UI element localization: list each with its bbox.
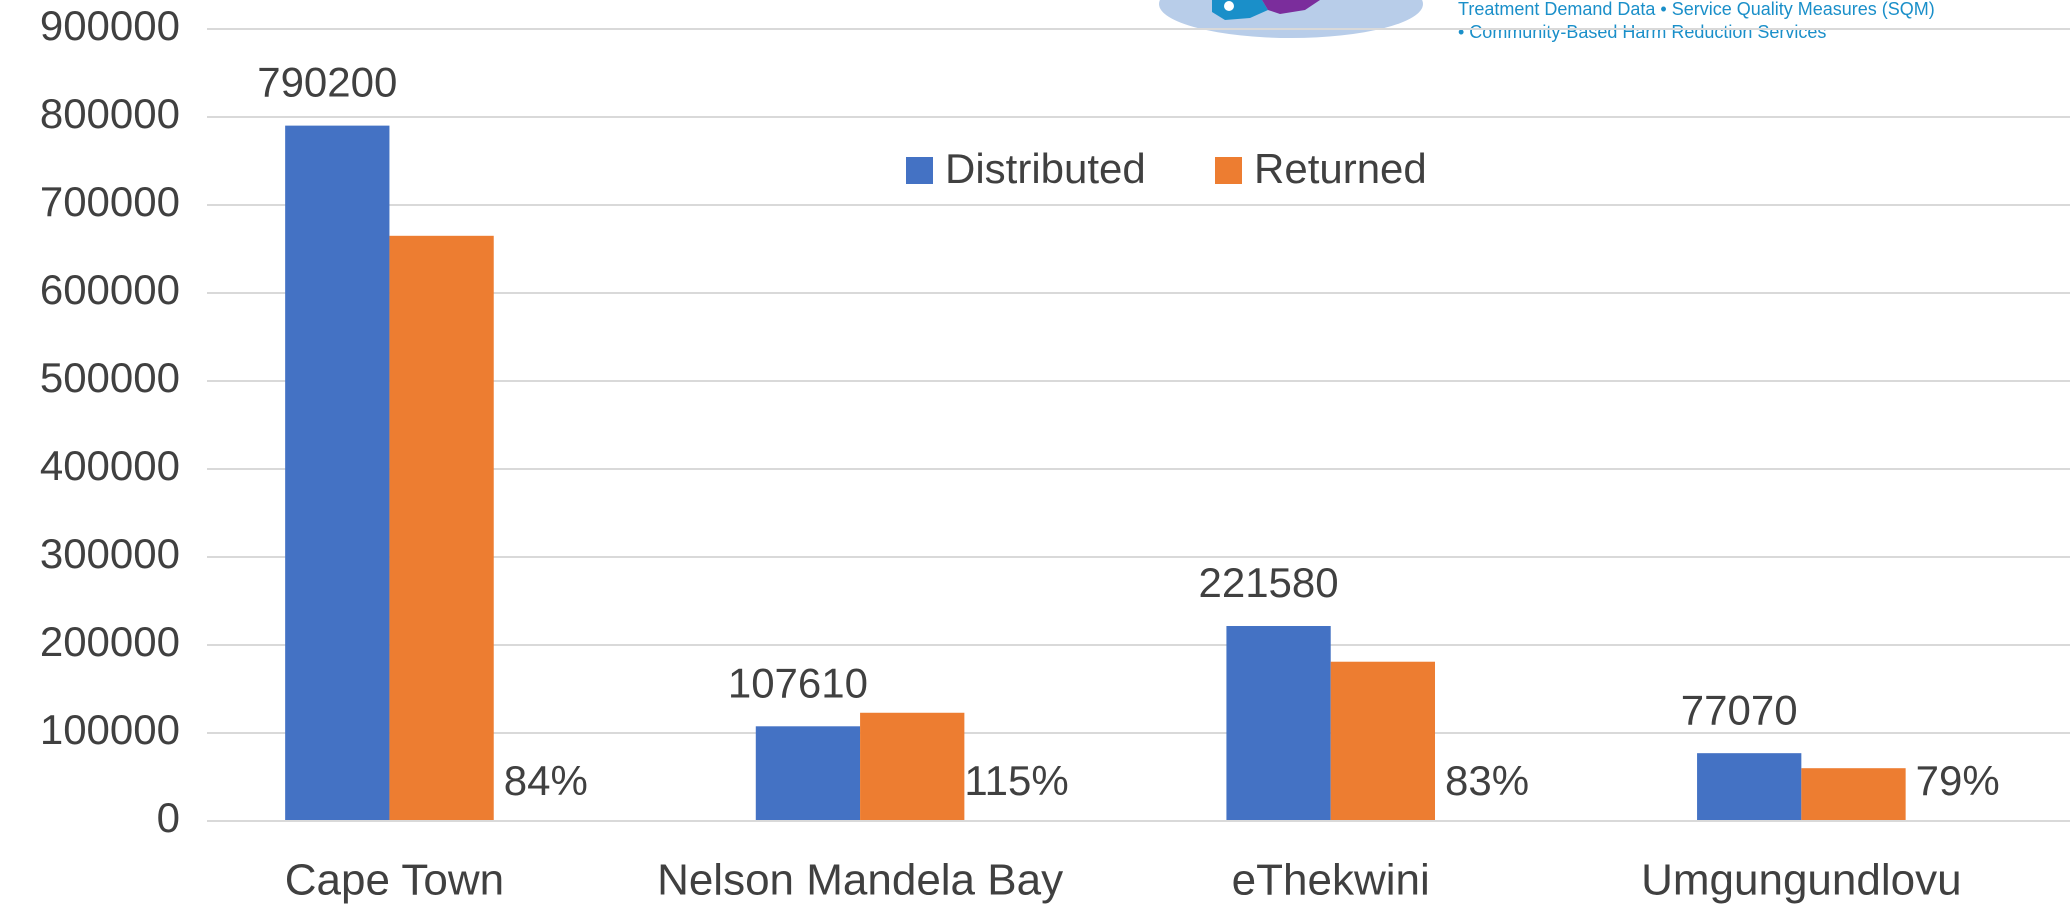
bar: [1226, 626, 1331, 821]
bar: [1801, 768, 1906, 821]
legend-swatch: [906, 157, 933, 184]
y-tick-label: 200000: [40, 618, 180, 665]
legend-label: Returned: [1254, 145, 1427, 192]
y-tick-label: 900000: [40, 2, 180, 49]
data-label: 790200: [257, 59, 397, 106]
data-label: 107610: [728, 659, 868, 706]
legend-swatch: [1215, 157, 1242, 184]
logo-dot: [1224, 1, 1234, 11]
ratio-label: 115%: [964, 757, 1068, 804]
bar: [285, 125, 390, 821]
logo-text: Treatment Demand Data • Service Quality …: [1458, 0, 1935, 19]
logo-map: [1262, 0, 1320, 14]
y-tick-label: 700000: [40, 178, 180, 225]
x-tick-label: Nelson Mandela Bay: [657, 856, 1063, 905]
ratio-label: 83%: [1445, 757, 1529, 804]
bar: [1330, 661, 1436, 821]
x-tick-label: Umgungundlovu: [1641, 856, 1961, 905]
bar: [755, 726, 861, 821]
bar: [1697, 753, 1802, 821]
ratio-label: 79%: [1916, 757, 2000, 804]
ratio-label: 84%: [504, 757, 588, 804]
y-tick-label: 400000: [40, 442, 180, 489]
logo: Treatment Demand Data • Service Quality …: [1159, 0, 1935, 42]
x-tick-label: eThekwini: [1232, 856, 1430, 905]
y-tick-label: 100000: [40, 706, 180, 753]
y-tick-label: 600000: [40, 266, 180, 313]
y-tick-label: 800000: [40, 90, 180, 137]
x-tick-label: Cape Town: [285, 856, 504, 905]
legend-label: Distributed: [945, 145, 1146, 192]
data-label: 77070: [1681, 686, 1798, 733]
y-tick-label: 300000: [40, 530, 180, 577]
y-tick-label: 500000: [40, 354, 180, 401]
data-label: 221580: [1198, 559, 1338, 606]
y-tick-label: 0: [157, 794, 180, 841]
bar: [389, 235, 494, 822]
bar: [860, 712, 965, 821]
logo-text: • Community-Based Harm Reduction Service…: [1458, 22, 1826, 42]
